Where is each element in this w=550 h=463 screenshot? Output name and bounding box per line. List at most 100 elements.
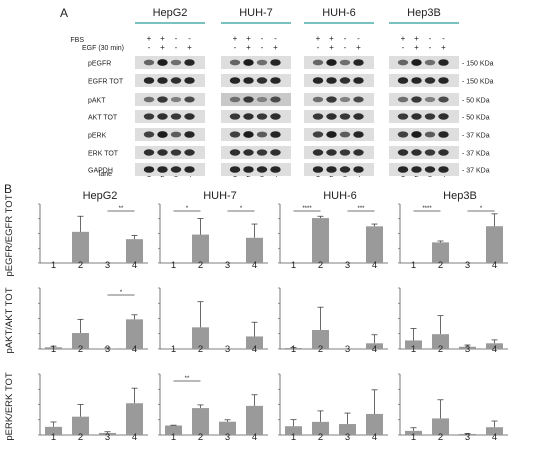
bar — [45, 347, 62, 349]
blot-band — [143, 166, 155, 173]
blot-band — [243, 166, 254, 173]
blot-band — [438, 166, 449, 173]
blot-strip — [135, 74, 205, 87]
bar — [405, 430, 422, 435]
blot-band — [270, 59, 281, 66]
x-tick-label: 2 — [438, 432, 443, 443]
egf-sign: - — [429, 43, 432, 52]
bar-chart: 1 2 3 4 — [38, 373, 148, 443]
blot-band — [326, 59, 337, 66]
bar-chart: 1 2 3 4 ** — [158, 373, 268, 443]
x-tick-label: 3 — [465, 432, 470, 443]
blot-strip — [221, 93, 291, 106]
x-tick-label: 4 — [372, 344, 377, 355]
bar — [99, 348, 116, 349]
blot-band — [411, 131, 422, 138]
egf-sign: - — [234, 43, 237, 52]
blot-band — [353, 77, 364, 84]
bar — [72, 416, 89, 435]
blot-strip — [135, 110, 205, 123]
blot-band — [184, 96, 195, 103]
bar — [339, 424, 356, 435]
blot-label: pEGFR — [88, 61, 111, 68]
blot-strip — [389, 93, 459, 106]
blot-band — [143, 113, 155, 120]
blot-band — [170, 131, 182, 138]
blot-label: AKT TOT — [88, 115, 118, 122]
bar — [486, 343, 503, 349]
blot-band — [424, 149, 436, 156]
x-tick-label: 4 — [252, 344, 257, 355]
x-tick-label: 1 — [171, 260, 176, 271]
blot-band — [312, 166, 324, 173]
x-tick-label: 1 — [51, 260, 56, 271]
blot-size-label: - 50 KDa — [462, 115, 490, 122]
lane-label: lane — [99, 171, 112, 178]
blot-band — [157, 149, 168, 156]
fbs-sign: - — [442, 34, 445, 43]
blot-band — [438, 96, 449, 103]
blot-strip — [304, 93, 374, 106]
x-tick-label: 4 — [252, 260, 257, 271]
x-tick-label: 1 — [171, 344, 176, 355]
panel-b-label: B — [4, 182, 12, 196]
blot-band — [424, 131, 436, 138]
blot-strip — [221, 74, 291, 87]
blot-strip — [304, 163, 374, 176]
blot-band — [438, 131, 449, 138]
blot-band — [424, 77, 436, 84]
row-label-fbs: FBS — [70, 37, 84, 44]
blot-band — [326, 166, 337, 173]
x-tick-label: 4 — [492, 344, 497, 355]
blot-strip — [389, 56, 459, 69]
blot-band — [438, 59, 449, 66]
cell-line-hep3b: Hep3B — [407, 7, 441, 19]
egf-sign: - — [317, 43, 320, 52]
x-tick-label: 2 — [198, 260, 203, 271]
x-tick-label: 3 — [345, 260, 350, 271]
significance-stars: ** — [119, 206, 124, 212]
blot-strip — [221, 146, 291, 159]
significance-stars: **** — [302, 206, 312, 212]
bar — [486, 226, 503, 263]
fbs-sign: + — [233, 34, 238, 43]
blot-strip — [304, 56, 374, 69]
bar-chart: 1 2 3 4 * — [38, 287, 148, 355]
cell-line-hepg2: HepG2 — [153, 7, 188, 19]
blot-band — [229, 149, 241, 156]
blot-band — [397, 149, 409, 156]
fbs-sign: - — [429, 34, 432, 43]
bar — [246, 237, 263, 263]
panel-b-bar-charts: B HepG2 HUH-7 HUH-6 Hep3B pEGFR/EGFR TOT pAKT… — [4, 182, 508, 443]
egf-sign: + — [329, 43, 334, 52]
egf-sign: + — [187, 43, 192, 52]
blot-band — [229, 96, 241, 103]
blot-band — [229, 77, 241, 84]
x-tick-label: 2 — [438, 344, 443, 355]
bar — [432, 242, 449, 263]
blot-band — [170, 96, 182, 103]
x-tick-label: 1 — [291, 260, 296, 271]
bar-chart: 1 2 3 4 — [398, 287, 508, 355]
blot-band — [339, 149, 351, 156]
blot-band — [353, 149, 364, 156]
x-tick-label: 2 — [198, 344, 203, 355]
blot-band — [184, 166, 195, 173]
blot-band — [270, 149, 281, 156]
x-tick-label: 2 — [198, 432, 203, 443]
bar — [312, 218, 329, 263]
bar — [45, 426, 62, 435]
bar — [246, 405, 263, 435]
blot-band — [143, 59, 155, 66]
blot-band — [312, 77, 324, 84]
x-tick-label: 2 — [438, 260, 443, 271]
blot-band — [229, 166, 241, 173]
blot-band — [339, 166, 351, 173]
x-tick-label: 3 — [105, 432, 110, 443]
blot-band — [256, 131, 268, 138]
blot-band — [424, 59, 436, 66]
blot-size-label: - 150 KDa — [462, 61, 494, 68]
blot-band — [339, 96, 351, 103]
x-tick-label: 1 — [291, 344, 296, 355]
blot-band — [424, 96, 436, 103]
